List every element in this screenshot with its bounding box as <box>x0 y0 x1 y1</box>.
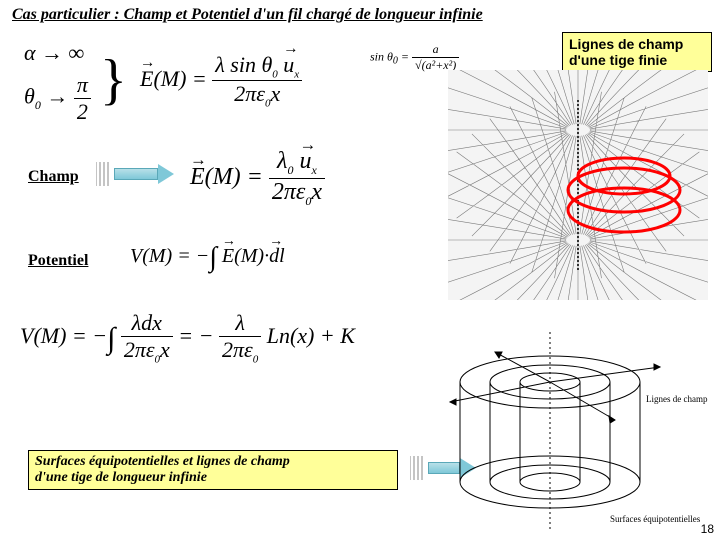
frac-num: λdx <box>121 310 173 337</box>
formula-E-sin: E(M) = λ sin θ0 ux 2πε0x <box>140 52 302 110</box>
frac-den: 2πε0 <box>219 337 261 365</box>
formula-sin-def: sin θ0 = a √(a²+x²) <box>370 42 459 73</box>
label-surfaces: Surfaces équipotentielles <box>610 514 701 524</box>
ln-tail: Ln(x) + K <box>267 323 355 348</box>
theta-sub: 0 <box>35 98 41 112</box>
label-lignes: Lignes de champ <box>646 394 708 404</box>
figure-fieldlines <box>448 70 708 300</box>
theta: θ <box>24 84 35 109</box>
callout-line: Lignes de champ <box>569 36 705 52</box>
arrow-icon <box>114 164 174 184</box>
frac-num: λ sin θ0 ux <box>212 52 302 81</box>
frac-lambda-2pie: λ 2πε0 <box>219 310 261 365</box>
callout-line: Surfaces équipotentielles et lignes de c… <box>35 454 391 470</box>
page-number: 18 <box>701 522 714 536</box>
vec-E: E <box>190 164 205 190</box>
page-title: Cas particulier : Champ et Potentiel d'u… <box>12 6 483 24</box>
frac-num: λ0 ux <box>269 148 325 179</box>
brace-icon: } <box>100 48 127 112</box>
pi-over-2: π 2 <box>74 72 91 125</box>
formula-E-lambda0: E(M) = λ0 ux 2πε0x <box>190 148 325 209</box>
frac-den: 2πε0x <box>269 179 325 209</box>
formula-V-int: V(M) = −∫ E(M)·dl <box>130 242 285 274</box>
frac-den: 2πε0x <box>121 337 173 365</box>
hatch-icon <box>96 162 114 186</box>
frac-num: λ <box>219 310 261 337</box>
vec-E: E <box>140 66 153 91</box>
formula-text: α → ∞ <box>24 40 84 65</box>
frac-sin-def: a √(a²+x²) <box>412 42 459 73</box>
callout-line: d'une tige finie <box>569 52 705 68</box>
callout-line: d'une tige de longueur infinie <box>35 470 391 486</box>
hatch-icon <box>410 456 428 480</box>
frac-lambda-dx: λdx 2πε0x <box>121 310 173 365</box>
frac-E-sin: λ sin θ0 ux 2πε0x <box>212 52 302 110</box>
formula-alpha-inf: α → ∞ <box>24 40 84 66</box>
figure-equipot: Lignes de champ Surfaces équipotentielle… <box>440 332 710 532</box>
arrow-text: → <box>46 84 68 109</box>
formula-V-result: V(M) = −∫ λdx 2πε0x = − λ 2πε0 Ln(x) + K <box>20 310 355 365</box>
callout-equipot: Surfaces équipotentielles et lignes de c… <box>28 450 398 490</box>
label-champ: Champ <box>28 168 79 186</box>
frac-den: 2πε0x <box>212 81 302 109</box>
frac-den: 2 <box>74 99 91 125</box>
label-potentiel: Potentiel <box>28 252 88 270</box>
frac-num: a <box>412 42 459 58</box>
callout-fieldlines: Lignes de champ d'une tige finie <box>562 32 712 72</box>
frac-num: π <box>74 72 91 99</box>
frac-E-lambda0: λ0 ux 2πε0x <box>269 148 325 209</box>
formula-theta0: θ0 → π 2 <box>24 72 91 125</box>
